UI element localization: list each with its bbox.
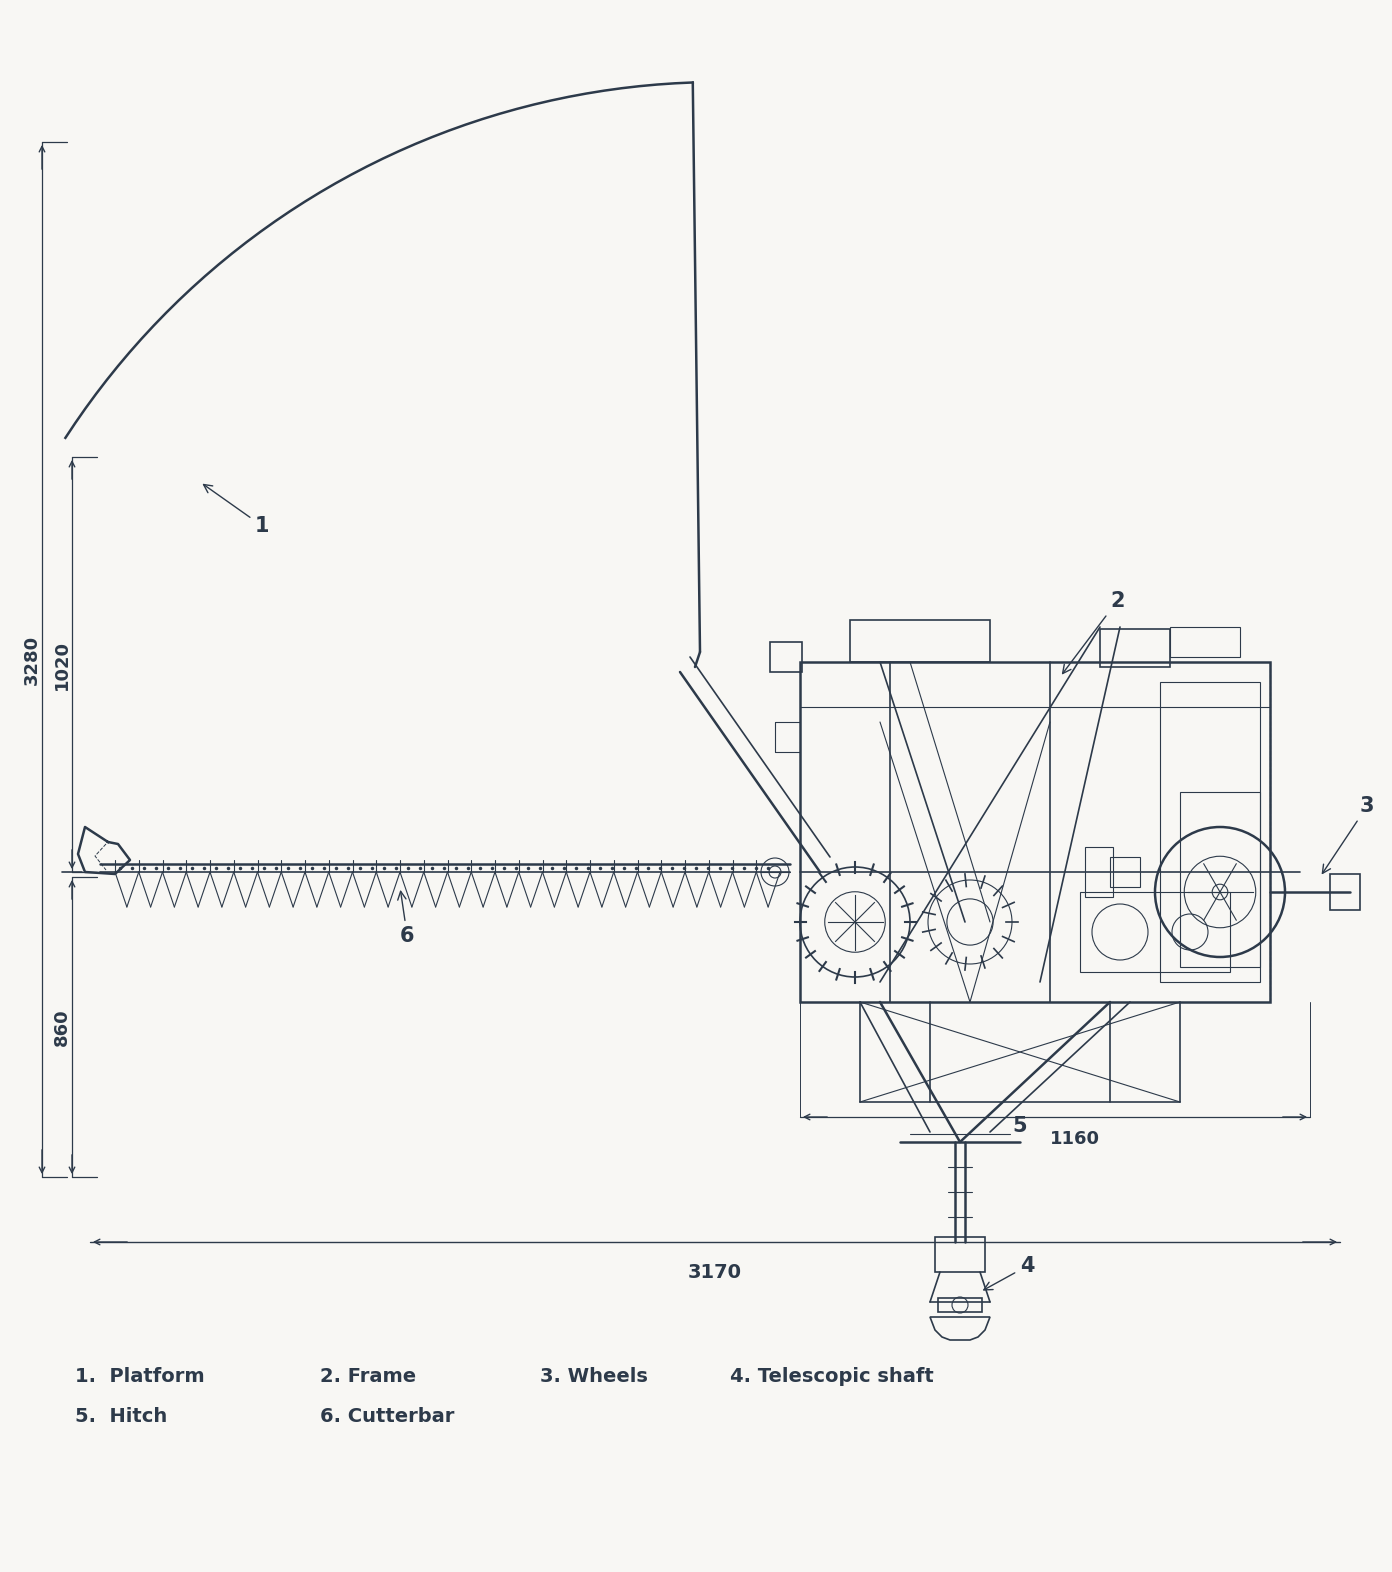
Bar [851,619,990,662]
Text: 4. Telescopic shaft: 4. Telescopic shaft [729,1368,934,1387]
Text: 6: 6 [398,891,415,946]
Text: 1160: 1160 [1050,1130,1100,1148]
Text: 1.  Platform: 1. Platform [75,1368,205,1387]
Text: 3280: 3280 [24,635,40,684]
Bar [1080,891,1231,971]
Text: 1020: 1020 [53,640,71,690]
Text: 860: 860 [53,1008,71,1045]
Text: 2: 2 [1062,591,1125,673]
Text: 3: 3 [1322,795,1374,874]
Bar [1160,682,1260,982]
Bar [1100,629,1171,667]
Text: 6. Cutterbar: 6. Cutterbar [320,1407,454,1426]
Bar [938,1298,981,1313]
Bar [1171,627,1240,657]
Text: 1: 1 [203,484,270,536]
Text: 3. Wheels: 3. Wheels [540,1368,647,1387]
Text: 5: 5 [1013,1116,1027,1137]
Text: 5.  Hitch: 5. Hitch [75,1407,167,1426]
Bar [1329,874,1360,910]
Bar [800,662,1270,1001]
Bar [1084,847,1114,898]
Bar [1180,792,1260,967]
Text: 2. Frame: 2. Frame [320,1368,416,1387]
Text: 3170: 3170 [688,1262,742,1281]
Bar [935,1237,986,1272]
Bar [770,641,802,671]
Text: 4: 4 [984,1256,1034,1291]
Bar [1109,857,1140,887]
